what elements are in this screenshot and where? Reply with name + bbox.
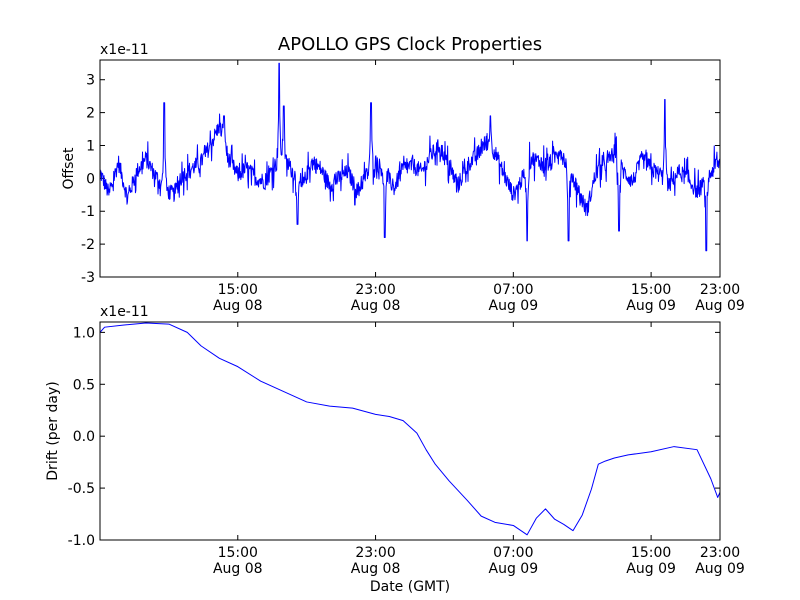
series-line-offset <box>100 62 720 252</box>
x-tick-date: Aug 09 <box>626 298 676 314</box>
y-tick-label: 0.0 <box>73 429 95 445</box>
drift-scale-label: x1e-11 <box>100 304 149 320</box>
x-tick-date: Aug 08 <box>351 298 401 314</box>
x-tick-date: Aug 09 <box>626 561 676 577</box>
drift-y-axis-label: Drift (per day) <box>45 381 61 480</box>
y-tick-label: 0.5 <box>73 377 95 393</box>
x-tick-time: 23:00 <box>700 282 740 298</box>
x-axis-label: Date (GMT) <box>370 579 450 595</box>
y-tick-label: -3 <box>81 270 95 286</box>
x-tick-date: Aug 09 <box>489 561 539 577</box>
y-tick-label: 1.0 <box>73 325 95 341</box>
y-tick-label: -1 <box>81 204 95 220</box>
x-tick-time: 15:00 <box>631 545 671 561</box>
y-tick-label: -2 <box>81 237 95 253</box>
chart-title: APOLLO GPS Clock Properties <box>278 34 542 55</box>
y-tick-label: 1 <box>86 138 95 154</box>
x-tick-time: 15:00 <box>631 282 671 298</box>
y-tick-label: -0.5 <box>68 481 95 497</box>
drift-plot-frame <box>99 321 721 541</box>
x-tick-date: Aug 08 <box>213 561 263 577</box>
x-tick-time: 07:00 <box>493 545 533 561</box>
x-tick-time: 23:00 <box>700 545 740 561</box>
offset-series <box>100 62 720 252</box>
x-tick-time: 23:00 <box>355 545 395 561</box>
y-tick-label: -1.0 <box>68 533 95 549</box>
y-tick-label: 3 <box>86 73 95 89</box>
x-tick-time: 23:00 <box>355 282 395 298</box>
x-tick-date: Aug 09 <box>489 298 539 314</box>
x-tick-date: Aug 08 <box>351 561 401 577</box>
x-tick-time: 07:00 <box>493 282 533 298</box>
series-line-drift <box>100 322 720 536</box>
drift-panel: x1e-11 Drift (per day) 1.0 0.5 0.0 -0.5 -1.0… <box>45 304 745 595</box>
x-tick-time: 15:00 <box>218 282 258 298</box>
x-tick-time: 15:00 <box>218 545 258 561</box>
y-tick-label: 0 <box>86 171 95 187</box>
offset-plot-frame <box>99 59 721 278</box>
drift-series <box>100 322 720 536</box>
x-tick-date: Aug 09 <box>695 561 745 577</box>
offset-scale-label: x1e-11 <box>100 42 149 58</box>
y-tick-label: 2 <box>86 106 95 122</box>
offset-y-axis-label: Offset <box>61 147 77 190</box>
x-tick-date: Aug 09 <box>695 298 745 314</box>
x-tick-date: Aug 08 <box>213 298 263 314</box>
